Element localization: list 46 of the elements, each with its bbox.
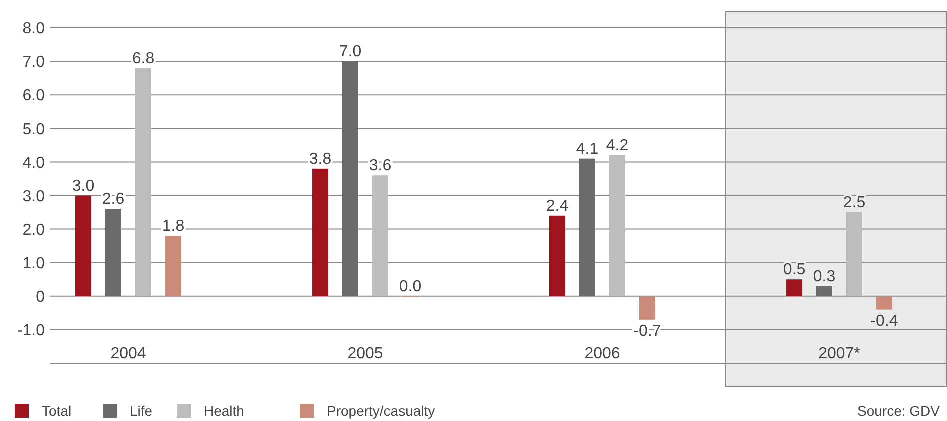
text: 4.0 <box>22 154 45 172</box>
text: 1.0 <box>22 255 45 272</box>
data-label: 7.0 <box>339 44 362 61</box>
bar <box>106 209 122 296</box>
bar <box>312 168 328 296</box>
x-tick-label: 2005 <box>348 346 384 363</box>
text: 2.0 <box>22 222 45 239</box>
bar <box>816 286 832 296</box>
bar <box>76 196 92 296</box>
bar <box>342 62 358 296</box>
text: 5.0 <box>22 121 45 138</box>
bar <box>136 68 152 296</box>
text: 3.0 <box>22 188 45 206</box>
data-label: 2.4 <box>546 198 569 215</box>
bar <box>550 216 566 296</box>
data-label: 0.3 <box>813 268 836 286</box>
bar <box>640 296 656 320</box>
legend-label: Property/casualty <box>327 402 436 419</box>
text: 8.0 <box>22 20 45 38</box>
text: -1.0 <box>17 322 45 340</box>
source-note: Source: GDV <box>858 402 941 419</box>
legend-label: Health <box>204 402 244 419</box>
data-label: 3.6 <box>369 158 392 175</box>
text: 7.0 <box>22 54 45 72</box>
x-tick-label: 2004 <box>110 346 146 363</box>
data-label: 2.6 <box>102 191 125 208</box>
text: 6.0 <box>22 88 45 105</box>
data-label: 3.0 <box>72 178 95 195</box>
x-tick-label: 2006 <box>584 346 620 363</box>
data-label: 4.1 <box>576 140 599 158</box>
bar <box>580 158 596 296</box>
data-label: 0.0 <box>399 278 422 296</box>
x-tick-label: 2007* <box>818 346 860 363</box>
bar <box>372 176 388 296</box>
text: 0 <box>36 289 45 306</box>
data-label: 4.2 <box>606 137 629 154</box>
bar <box>610 155 626 296</box>
data-label: -0.4 <box>870 312 898 330</box>
bar <box>846 212 862 296</box>
bar <box>876 296 892 310</box>
data-label: 2.5 <box>843 194 866 212</box>
data-label: 0.5 <box>783 262 806 279</box>
legend-label: Total <box>42 402 72 419</box>
bar <box>166 236 182 296</box>
bar <box>786 280 802 296</box>
legend-label: Life <box>130 402 153 419</box>
